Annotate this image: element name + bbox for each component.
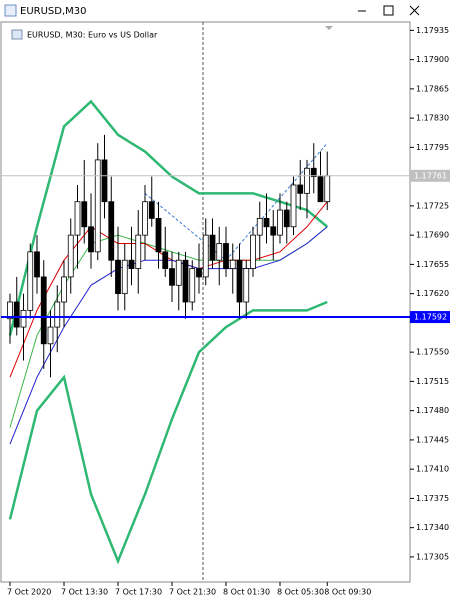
x-tick-label: 8 Oct 09:30 [324, 588, 371, 597]
x-tick-label: 7 Oct 2020 [7, 588, 51, 597]
bid-label: 1.17761 [414, 171, 447, 180]
candle-body [101, 159, 108, 203]
x-tick-label: 8 Oct 05:30 [277, 588, 324, 597]
candle-body [128, 259, 135, 269]
candle-body [310, 167, 317, 178]
y-tick-label: 1.17340 [416, 523, 449, 532]
candle-body [175, 259, 182, 286]
candle-body [121, 259, 128, 295]
candle-body [270, 226, 277, 236]
x-tick-label: 7 Oct 21:30 [169, 588, 216, 597]
candle-body [40, 276, 47, 345]
y-tick-label: 1.17725 [416, 201, 449, 210]
candle-body [297, 184, 304, 194]
x-tick-label: 7 Oct 13:30 [61, 588, 108, 597]
y-tick-label: 1.17305 [416, 552, 449, 561]
candle-body [243, 268, 250, 303]
candle-body [148, 201, 155, 219]
y-tick-label: 1.17830 [416, 114, 449, 123]
y-tick-label: 1.17375 [416, 494, 449, 503]
indicator-line [8, 300, 328, 565]
candle-body [115, 259, 121, 295]
y-tick-label: 1.17655 [416, 260, 449, 269]
candle-body [54, 301, 61, 328]
y-tick-label: 1.17480 [416, 406, 449, 415]
chart-icon [11, 29, 23, 40]
chart-title: EURUSD, M30: Euro vs US Dollar [27, 31, 158, 40]
candle-body [290, 184, 297, 228]
y-tick-label: 1.17550 [416, 348, 449, 357]
candle-body [304, 167, 310, 194]
candle-body [27, 251, 34, 311]
candle-body [94, 159, 101, 253]
bid-tag [410, 169, 450, 182]
hline-label: 1.17592 [414, 313, 447, 322]
candle-body [88, 226, 94, 253]
candle-body [283, 209, 290, 228]
candle-body [81, 201, 88, 228]
hline-tag [410, 311, 450, 324]
window-icon [4, 4, 17, 17]
x-tick-label: 8 Oct 01:30 [223, 588, 270, 597]
maximize-button[interactable] [383, 5, 394, 16]
candle-body [47, 326, 54, 345]
scroll-marker[interactable] [325, 26, 333, 30]
candle-body [34, 251, 40, 278]
candle-body [142, 201, 148, 236]
y-tick-label: 1.17410 [416, 465, 449, 474]
candle-body [263, 218, 270, 228]
candle-body [317, 176, 324, 203]
candle-body [324, 175, 331, 203]
candle-body [155, 218, 162, 253]
candle-body [256, 218, 263, 236]
candle-body [209, 234, 216, 261]
y-tick-label: 1.17515 [416, 377, 449, 386]
y-tick-label: 1.17690 [416, 231, 449, 240]
y-tick-label: 1.17935 [416, 26, 449, 35]
y-tick-label: 1.17900 [416, 55, 449, 64]
y-tick-label: 1.17620 [416, 289, 449, 298]
candle-body [67, 234, 74, 278]
candle-body [20, 309, 27, 328]
y-tick-label: 1.17865 [416, 84, 449, 93]
candle-body [162, 251, 169, 269]
y-tick-label: 1.17795 [416, 143, 449, 152]
plot-area [0, 21, 411, 583]
candle-body [182, 259, 189, 303]
candle-body [202, 234, 209, 278]
y-tick-label: 1.17445 [416, 435, 449, 444]
candle-body [108, 201, 115, 261]
x-tick-label: 7 Oct 17:30 [115, 588, 162, 597]
candle-body [223, 243, 229, 269]
candle-body [236, 259, 243, 303]
candle-body [189, 268, 196, 303]
candle-body [277, 209, 283, 236]
candle-body [216, 243, 223, 261]
candle-body [169, 268, 175, 286]
window-title: EURUSD,M30 [20, 6, 86, 17]
candle-body [135, 234, 142, 269]
candle-body [7, 301, 13, 320]
candle-body [250, 234, 256, 269]
candle-body [196, 268, 202, 278]
candle-body [13, 301, 20, 328]
candle-body [229, 259, 236, 269]
candle-body [61, 276, 67, 303]
close-button[interactable] [409, 5, 420, 16]
candle-body [74, 201, 81, 236]
title-bar [0, 0, 464, 22]
